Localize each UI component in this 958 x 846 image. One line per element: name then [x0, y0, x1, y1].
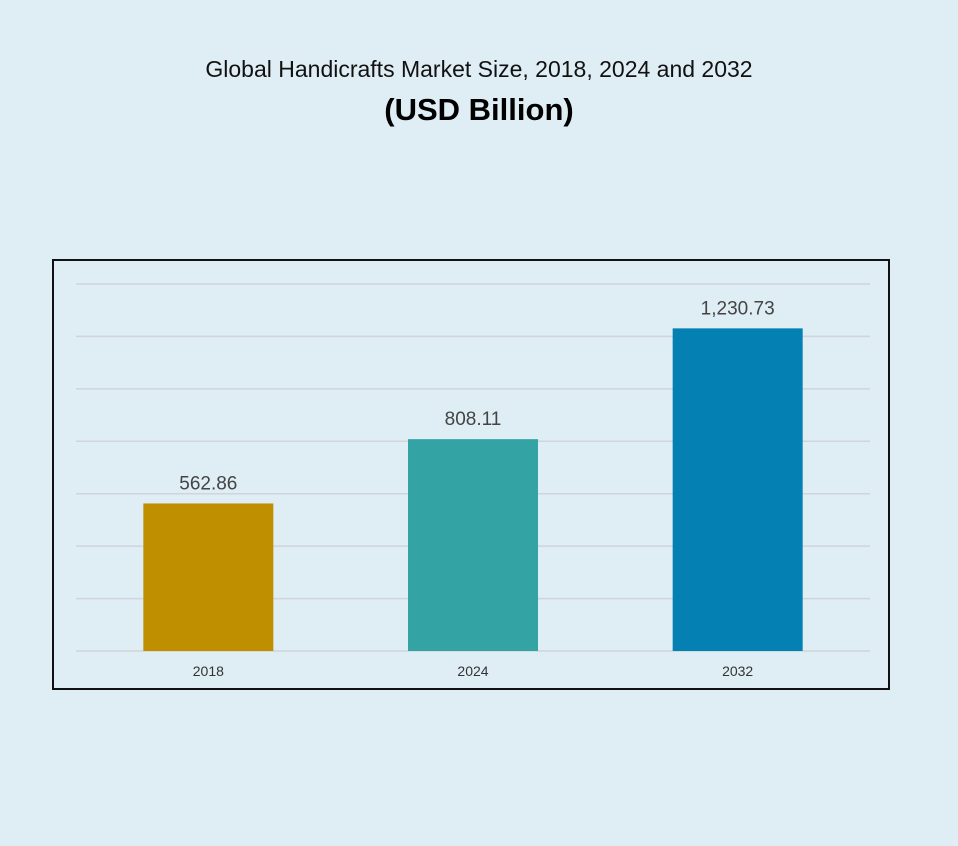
chart-subtitle: (USD Billion) — [384, 92, 574, 127]
x-tick-label-2018: 2018 — [193, 663, 224, 679]
chart-title: Global Handicrafts Market Size, 2018, 20… — [205, 56, 753, 82]
x-tick-label-2032: 2032 — [722, 663, 753, 679]
bar-2018 — [143, 503, 274, 651]
data-label-2018: 562.86 — [179, 473, 237, 494]
data-label-2024: 808.11 — [445, 409, 502, 430]
chart-frame: 562.86 2018 808.11 2024 1,230.73 2032 — [52, 259, 890, 690]
data-label-2032: 1,230.73 — [701, 298, 775, 319]
bar-chart: 562.86 2018 808.11 2024 1,230.73 2032 — [76, 283, 870, 679]
bar-2032 — [672, 328, 803, 651]
bar-2024 — [408, 439, 538, 651]
x-tick-label-2024: 2024 — [457, 663, 488, 679]
